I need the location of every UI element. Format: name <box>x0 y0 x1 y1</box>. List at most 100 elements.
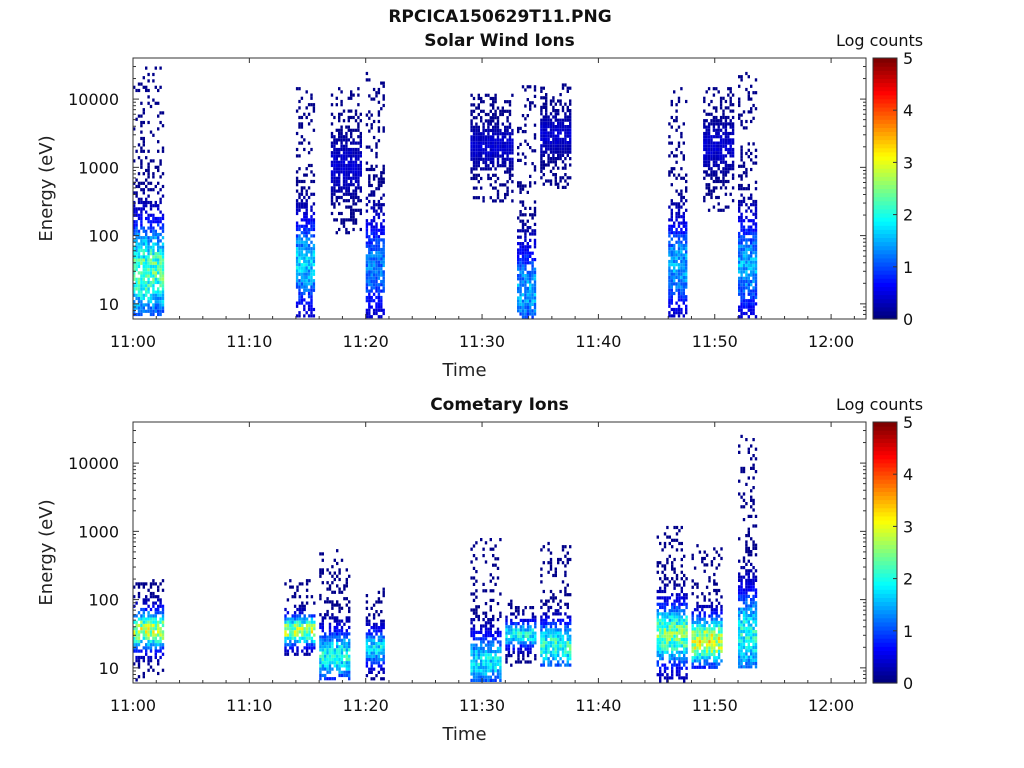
heatmap-cell-burst-5 <box>524 251 527 255</box>
heatmap-cell-burst-6 <box>549 551 553 555</box>
heatmap-cell-burst-0 <box>147 239 150 243</box>
heatmap-cell-burst-0 <box>137 255 141 259</box>
heatmap-cell-burst-2 <box>340 144 343 148</box>
heatmap-cell-burst-0 <box>147 175 150 179</box>
heatmap-cell-burst-4 <box>487 640 490 644</box>
heatmap-cell-burst-0 <box>149 585 153 589</box>
heatmap-cell-burst-7 <box>668 243 671 248</box>
heatmap-cell-burst-4 <box>492 624 495 628</box>
heatmap-cell-burst-0 <box>152 591 155 596</box>
heatmap-cell-burst-4 <box>475 186 478 190</box>
heatmap-cell-burst-1 <box>298 115 301 120</box>
heatmap-cell-burst-1 <box>295 285 299 289</box>
heatmap-cell-burst-4 <box>484 541 488 545</box>
heatmap-cell-burst-7 <box>668 173 671 177</box>
heatmap-cell-burst-7 <box>668 676 671 680</box>
heatmap-cell-burst-9 <box>752 238 755 242</box>
heatmap-cell-burst-4 <box>487 122 490 126</box>
heatmap-cell-burst-3 <box>375 651 378 655</box>
heatmap-cell-burst-7 <box>668 218 671 222</box>
heatmap-cell-burst-2 <box>357 103 360 107</box>
heatmap-cell-burst-2 <box>338 87 341 91</box>
heatmap-cell-burst-6 <box>561 150 565 154</box>
heatmap-cell-burst-8 <box>715 176 718 180</box>
heatmap-cell-burst-6 <box>559 153 562 157</box>
heatmap-cell-burst-1 <box>310 282 313 286</box>
heatmap-cell-burst-2 <box>333 654 336 658</box>
heatmap-cell-burst-0 <box>152 255 155 259</box>
heatmap-cell-burst-7 <box>673 609 676 613</box>
heatmap-cell-burst-2 <box>345 163 348 168</box>
heatmap-cell-burst-3 <box>370 270 373 274</box>
heatmap-cell-burst-7 <box>675 647 679 651</box>
heatmap-cell-burst-6 <box>554 657 557 661</box>
heatmap-cell-burst-5 <box>526 229 529 233</box>
heatmap-cell-burst-6 <box>564 589 567 594</box>
heatmap-cell-burst-5 <box>521 184 525 188</box>
heatmap-cell-burst-6 <box>552 637 555 642</box>
heatmap-cell-burst-1 <box>293 627 297 631</box>
heatmap-cell-burst-1 <box>289 579 292 583</box>
heatmap-cell-burst-5 <box>521 213 525 217</box>
heatmap-cell-burst-1 <box>298 272 301 276</box>
heatmap-cell-burst-7 <box>670 256 673 260</box>
heatmap-cell-burst-0 <box>149 274 153 278</box>
heatmap-cell-burst-2 <box>340 154 343 158</box>
heatmap-cell-burst-6 <box>557 182 560 186</box>
heatmap-cell-burst-3 <box>382 270 385 274</box>
heatmap-cell-burst-6 <box>549 625 553 629</box>
heatmap-cell-burst-8 <box>727 87 730 91</box>
heatmap-cell-burst-7 <box>673 259 676 264</box>
heatmap-cell-burst-3 <box>372 215 376 220</box>
heatmap-cell-burst-1 <box>298 234 301 238</box>
heatmap-cell-burst-0 <box>137 271 141 275</box>
heatmap-cell-burst-5 <box>519 277 522 281</box>
heatmap-cell-burst-5 <box>517 277 520 281</box>
heatmap-cell-burst-4 <box>484 637 488 641</box>
heatmap-cell-burst-2 <box>345 231 348 235</box>
heatmap-cell-burst-0 <box>161 146 165 150</box>
heatmap-cell-burst-4 <box>470 112 473 117</box>
heatmap-cell-burst-4 <box>506 167 509 171</box>
heatmap-cell-burst-6 <box>547 121 550 125</box>
heatmap-cell-burst-7 <box>673 637 676 642</box>
heatmap-cell-burst-1 <box>298 269 301 273</box>
heatmap-cell-burst-1 <box>295 237 299 241</box>
heatmap-cell-burst-6 <box>557 650 560 654</box>
heatmap-cell-burst-4 <box>492 119 495 123</box>
heatmap-cell-burst-1 <box>312 307 316 312</box>
heatmap-cell-burst-2 <box>328 584 332 588</box>
heatmap-cell-burst-9 <box>750 84 753 88</box>
heatmap-cell-burst-0 <box>142 277 145 281</box>
heatmap-cell-burst-3 <box>370 645 373 649</box>
heatmap-cell-burst-1 <box>291 627 294 631</box>
heatmap-cell-burst-0 <box>157 181 160 185</box>
heatmap-cell-burst-1 <box>303 627 306 631</box>
heatmap-cell-burst-1 <box>303 652 306 656</box>
heatmap-cell-burst-3 <box>380 629 383 633</box>
heatmap-cell-burst-0 <box>161 124 165 128</box>
heatmap-cell-burst-8 <box>707 122 711 126</box>
heatmap-cell-burst-3 <box>380 225 383 229</box>
heatmap-cell-burst-0 <box>157 264 160 269</box>
heatmap-cell-burst-4 <box>499 109 502 113</box>
heatmap-cell-burst-1 <box>310 630 314 634</box>
heatmap-cell-burst-2 <box>357 87 360 91</box>
heatmap-cell-burst-7 <box>659 631 662 635</box>
heatmap-cell-burst-2 <box>321 558 324 562</box>
heatmap-cell-burst-0 <box>159 646 162 650</box>
heatmap-cell-burst-0 <box>159 312 162 317</box>
heatmap-cell-burst-7 <box>677 211 681 216</box>
heatmap-cell-burst-0 <box>145 274 148 278</box>
heatmap-cell-burst-3 <box>372 622 376 626</box>
heatmap-cell-burst-6 <box>540 109 543 113</box>
heatmap-cell-burst-2 <box>321 664 324 668</box>
heatmap-cell-burst-7 <box>682 295 685 299</box>
colorbar-segment <box>873 58 897 63</box>
heatmap-cell-burst-6 <box>557 150 560 154</box>
heatmap-cell-burst-0 <box>133 159 136 163</box>
heatmap-cell-burst-7 <box>666 599 669 603</box>
heatmap-cell-burst-3 <box>365 635 369 639</box>
heatmap-cell-burst-9 <box>740 257 743 261</box>
heatmap-cell-burst-2 <box>345 227 348 232</box>
